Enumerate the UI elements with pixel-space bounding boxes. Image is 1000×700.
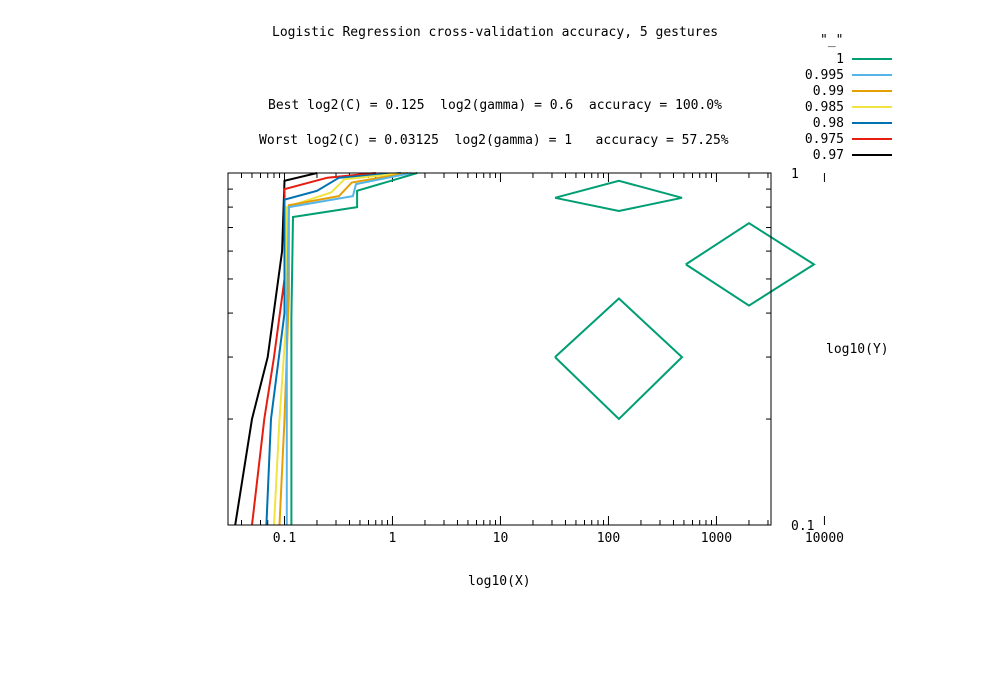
x-tick-label: 10000 — [805, 531, 844, 546]
legend-label: 1 — [836, 52, 844, 67]
contour-line-0-995 — [285, 172, 412, 525]
x-tick-label: 1 — [389, 531, 397, 546]
x-tick-label: 10 — [493, 531, 509, 546]
best-annotation: Best log2(C) = 0.125 log2(gamma) = 0.6 a… — [268, 98, 722, 113]
contour-island-2 — [685, 222, 816, 307]
x-tick-label: 100 — [597, 531, 620, 546]
legend-label: 0.99 — [813, 84, 844, 99]
plot-frame — [227, 172, 772, 526]
legend-label: 0.97 — [813, 148, 844, 163]
contour-island-3 — [554, 297, 684, 421]
y-axis-label: log10(Y) — [826, 342, 889, 357]
contour-line-0-985 — [273, 172, 405, 526]
legend-title: "_" — [820, 33, 844, 48]
contour-line-0-98 — [265, 172, 402, 526]
contour-line-0-97 — [234, 172, 318, 526]
worst-annotation: Worst log2(C) = 0.03125 log2(gamma) = 1 … — [259, 133, 729, 148]
contour-line-1 — [290, 172, 418, 525]
y-tick-label: 1 — [791, 167, 799, 182]
contour-line-0-99 — [278, 172, 409, 526]
chart-title: Logistic Regression cross-validation acc… — [272, 25, 719, 40]
contour-line-0-975 — [251, 172, 376, 526]
legend-label: 0.995 — [805, 68, 844, 83]
legend-label: 0.98 — [813, 116, 844, 131]
contour-series — [234, 172, 816, 526]
legend-label: 0.985 — [805, 100, 844, 115]
x-tick-label: 1000 — [701, 531, 732, 546]
legend-label: 0.975 — [805, 132, 844, 147]
contour-island-1 — [554, 179, 683, 213]
x-tick-label: 0.1 — [273, 531, 296, 546]
x-axis-label: log10(X) — [468, 574, 531, 589]
y-tick-label: 0.1 — [791, 519, 814, 534]
